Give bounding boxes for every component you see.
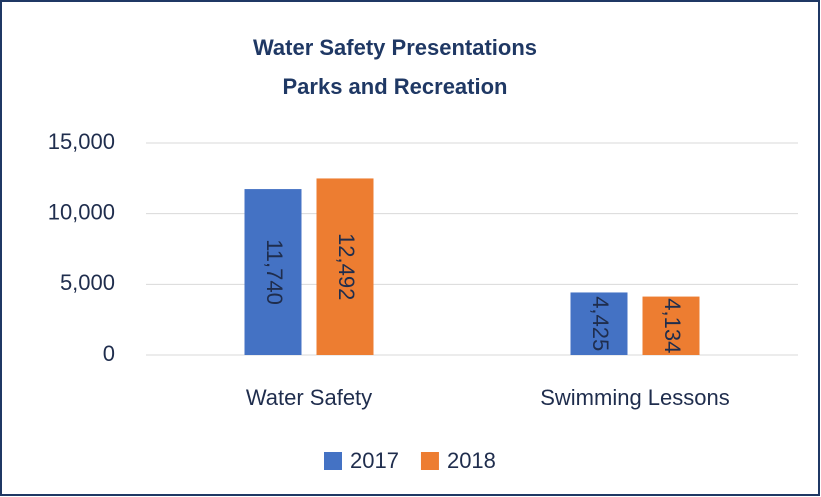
y-tick-label: 10,000 [48, 199, 115, 224]
legend-label: 2017 [350, 448, 399, 473]
legend-swatch [324, 452, 342, 470]
y-tick-label: 15,000 [48, 129, 115, 154]
chart-title: Parks and Recreation [283, 74, 508, 99]
legend-label: 2018 [447, 448, 496, 473]
bar [316, 178, 374, 355]
chart-title: Water Safety Presentations [253, 35, 537, 60]
data-label: 4,425 [588, 296, 613, 351]
bar [642, 296, 700, 355]
data-label: 4,134 [660, 298, 685, 353]
y-tick-label: 5,000 [60, 270, 115, 295]
legend-swatch [420, 452, 439, 470]
data-label: 11,740 [262, 239, 287, 305]
x-tick-label: Swimming Lessons [540, 385, 730, 410]
data-label: 12,492 [334, 233, 359, 300]
y-tick-label: 0 [103, 341, 115, 366]
x-tick-label: Water Safety [246, 385, 372, 410]
bar [570, 292, 628, 355]
bar [244, 189, 302, 355]
